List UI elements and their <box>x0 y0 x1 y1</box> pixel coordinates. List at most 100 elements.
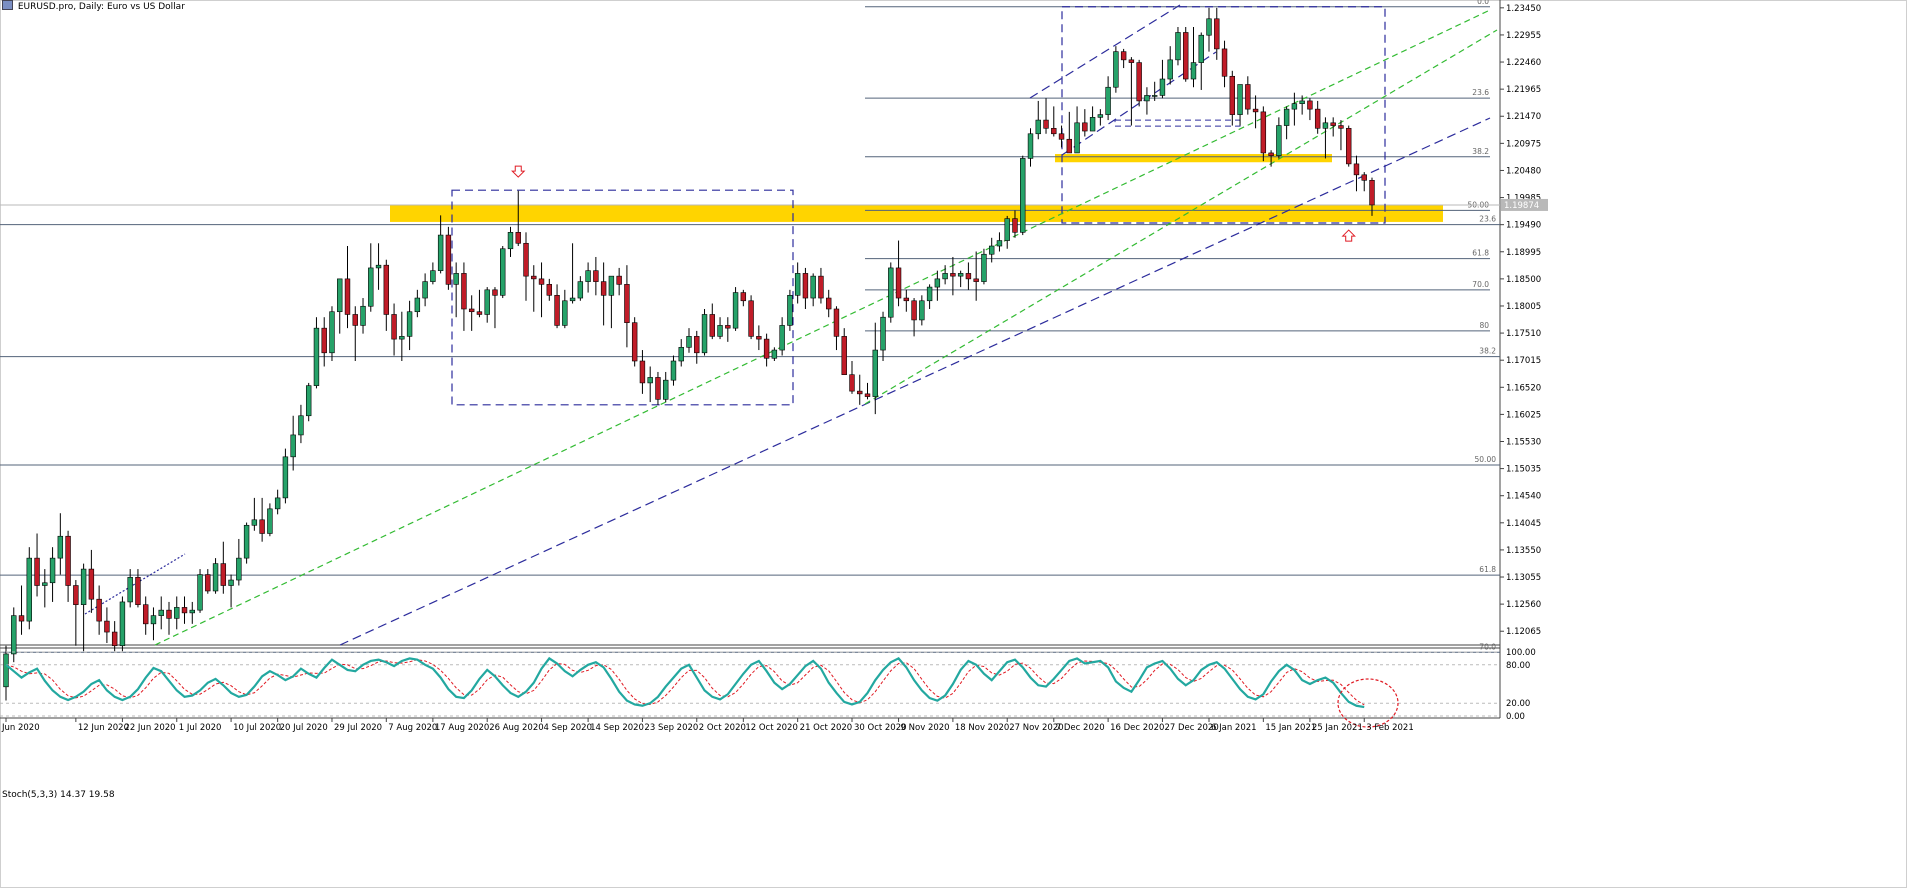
candle-body <box>624 284 630 323</box>
candle <box>787 289 793 331</box>
candle-body <box>523 242 529 277</box>
time-tick-label: 23 Sep 2020 <box>644 723 698 733</box>
candle-body <box>1206 18 1212 36</box>
candle-body <box>779 325 785 351</box>
candle <box>1330 117 1336 137</box>
time-tick-label: 21 Oct 2020 <box>800 723 853 733</box>
price-tick-label: 1.18500 <box>1506 275 1541 285</box>
candle <box>1221 40 1228 88</box>
candle-body <box>461 273 467 310</box>
candle <box>1346 125 1352 167</box>
candle <box>779 317 785 356</box>
candle <box>1206 7 1212 52</box>
candle-body <box>205 574 211 592</box>
candle-body <box>290 434 296 458</box>
time-tick-label: 1 Jul 2020 <box>179 723 222 733</box>
candle <box>406 300 413 351</box>
candle <box>616 267 622 296</box>
candle-body <box>538 278 545 285</box>
support-zone <box>1055 154 1332 163</box>
candle-body <box>391 314 397 340</box>
candle <box>725 317 731 342</box>
candle <box>880 311 886 362</box>
trendline-blue <box>339 117 1491 646</box>
time-tick-label: 25 Jan 2021 <box>1312 723 1363 733</box>
time-tick-label: 22 Jun 2020 <box>124 723 175 733</box>
candle-body <box>725 325 731 329</box>
candle-body <box>274 497 281 510</box>
candle <box>562 289 568 329</box>
time-tick-label: 10 Jul 2020 <box>233 723 281 733</box>
channel-top <box>1029 4 1181 99</box>
candle-body <box>515 232 521 244</box>
candle-body <box>1237 84 1243 115</box>
candle-body <box>1268 152 1274 156</box>
candle-body <box>1214 18 1220 50</box>
price-tick-label: 1.20975 <box>1506 139 1541 149</box>
candle <box>1314 100 1321 134</box>
candle-body <box>1183 32 1189 80</box>
price-tick-label: 1.14045 <box>1506 519 1541 529</box>
highlight-circle <box>1337 678 1399 728</box>
candle <box>996 232 1003 252</box>
candle <box>1283 106 1290 140</box>
stoch-level-label: 80.00 <box>1506 661 1530 671</box>
candle-body <box>1074 122 1080 154</box>
candle-body <box>1361 174 1367 181</box>
time-tick-label: 15 Jan 2021 <box>1265 723 1316 733</box>
candle-body <box>422 281 428 299</box>
candle <box>26 547 32 630</box>
candle-body <box>864 393 871 397</box>
candle <box>383 259 390 331</box>
candle <box>857 374 863 405</box>
candle <box>1012 210 1018 238</box>
candle <box>104 607 110 643</box>
candle <box>701 308 708 356</box>
candle <box>1058 125 1065 148</box>
candle <box>973 251 979 301</box>
time-tick-label: 3 Feb 2021 <box>1366 723 1414 733</box>
candle-body <box>484 289 490 315</box>
candle <box>259 497 265 542</box>
candle <box>189 601 195 624</box>
candle-body <box>298 415 304 436</box>
candle-body <box>18 615 25 622</box>
candle-body <box>437 234 444 271</box>
candle <box>391 303 397 356</box>
price-tick-label: 1.17015 <box>1506 356 1541 366</box>
candle <box>88 549 95 613</box>
candle <box>694 330 700 364</box>
candle <box>709 303 715 340</box>
time-tick-label: 7 Aug 2020 <box>388 723 437 733</box>
candle-body <box>810 275 816 299</box>
candle-body <box>344 278 351 315</box>
candle <box>468 295 475 331</box>
price-tick-label: 1.16025 <box>1506 410 1541 420</box>
time-tick-label: 29 Jul 2020 <box>334 723 382 733</box>
candle <box>1043 98 1049 134</box>
candle <box>344 246 351 329</box>
candle-body <box>383 264 390 315</box>
candle-body <box>1035 119 1041 135</box>
stoch-level-label: 0.00 <box>1506 712 1525 722</box>
price-tick-label: 1.23450 <box>1506 4 1541 14</box>
price-tick-label: 1.18005 <box>1506 302 1541 312</box>
candle-body <box>189 609 195 614</box>
candle <box>430 262 436 285</box>
candle-body <box>1229 75 1236 115</box>
candle <box>119 596 126 652</box>
candle-body <box>794 273 801 296</box>
time-tick-label: 6 Jan 2021 <box>1211 723 1257 733</box>
candle-body <box>1027 133 1034 159</box>
candle <box>600 262 607 326</box>
fib-label: 61.8 <box>1472 249 1489 258</box>
chart-title-text: EURUSD.pro, Daily: Euro vs US Dollar <box>17 2 185 12</box>
candle-body <box>849 374 855 392</box>
candle <box>926 284 933 309</box>
candle-body <box>1346 127 1352 165</box>
candle <box>96 585 102 635</box>
candle <box>849 361 855 394</box>
candle <box>500 246 506 299</box>
candle-body <box>818 275 824 299</box>
